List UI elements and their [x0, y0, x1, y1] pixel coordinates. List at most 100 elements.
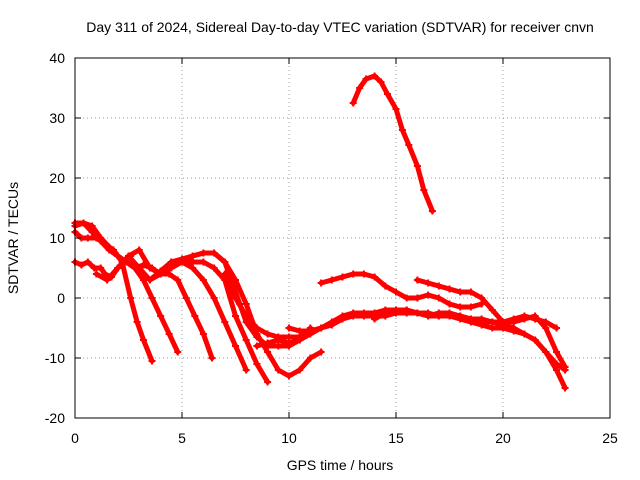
data-point — [133, 318, 141, 326]
data-point — [139, 276, 147, 284]
data-point — [371, 315, 379, 323]
data-point — [542, 348, 550, 356]
y-tick-label: 20 — [49, 170, 65, 186]
data-point — [531, 336, 539, 344]
data-point — [221, 318, 229, 326]
data-point — [167, 264, 175, 272]
series-track-13 — [349, 72, 436, 215]
data-point — [296, 366, 304, 374]
data-point — [114, 264, 122, 272]
data-point — [127, 294, 135, 302]
data-point — [561, 363, 569, 371]
data-point — [264, 378, 272, 386]
data-point — [221, 258, 229, 266]
data-point — [208, 354, 216, 362]
data-point — [392, 306, 400, 314]
data-point — [424, 312, 432, 320]
data-point — [510, 324, 518, 332]
x-tick-label: 20 — [495, 430, 511, 446]
data-point — [285, 372, 293, 380]
data-point — [328, 321, 336, 329]
data-point — [456, 288, 464, 296]
data-point — [90, 264, 98, 272]
data-point — [221, 270, 229, 278]
data-point — [285, 339, 293, 347]
data-point — [446, 285, 453, 293]
data-point — [199, 330, 207, 338]
data-point — [362, 75, 370, 83]
data-point — [242, 300, 250, 308]
data-point — [274, 342, 282, 350]
data-point — [148, 357, 156, 365]
data-point — [274, 336, 282, 344]
data-point — [553, 366, 560, 374]
data-point — [242, 336, 250, 344]
data-point — [174, 276, 182, 284]
data-point — [105, 243, 113, 251]
data-point — [424, 291, 432, 299]
data-point — [242, 366, 250, 374]
data-point — [403, 306, 411, 314]
data-point — [478, 318, 486, 326]
data-point — [189, 252, 197, 260]
data-point — [253, 333, 261, 341]
data-point — [349, 312, 357, 320]
data-point — [349, 270, 357, 278]
data-point — [125, 252, 132, 260]
data-point — [356, 84, 364, 92]
data-point — [467, 303, 475, 311]
data-point — [135, 264, 143, 272]
data-point — [413, 162, 421, 170]
data-point — [199, 258, 207, 266]
y-tick-label: 0 — [57, 290, 65, 306]
data-point — [424, 279, 432, 287]
y-tick-label: 40 — [49, 50, 65, 66]
x-tick-label: 5 — [178, 430, 186, 446]
y-tick-label: -10 — [45, 350, 65, 366]
data-point — [413, 309, 421, 317]
data-point — [232, 342, 239, 350]
data-point — [253, 360, 261, 368]
data-point — [428, 207, 436, 215]
data-series — [71, 72, 569, 392]
data-point — [488, 306, 496, 314]
data-point — [328, 276, 336, 284]
data-point — [383, 90, 391, 98]
data-point — [253, 324, 261, 332]
data-point — [178, 258, 186, 266]
data-point — [191, 312, 199, 320]
data-point — [80, 219, 88, 227]
data-point — [392, 105, 400, 113]
data-point — [210, 249, 218, 257]
data-point — [542, 324, 550, 332]
data-point — [232, 312, 239, 320]
data-point — [488, 318, 496, 326]
data-point — [264, 330, 272, 338]
data-point — [264, 348, 272, 356]
data-point — [167, 258, 175, 266]
data-point — [435, 309, 443, 317]
data-point — [285, 333, 293, 341]
data-point — [553, 324, 560, 332]
data-point — [182, 294, 190, 302]
data-point — [77, 261, 85, 269]
data-point — [103, 276, 111, 284]
data-point — [392, 288, 400, 296]
data-point — [446, 300, 453, 308]
data-point — [139, 336, 147, 344]
data-point — [157, 267, 165, 275]
data-point — [84, 258, 92, 266]
data-point — [371, 273, 379, 281]
data-point — [405, 141, 413, 149]
data-point — [242, 312, 250, 320]
data-point — [174, 348, 182, 356]
y-tick-label: 10 — [49, 230, 65, 246]
data-point — [199, 276, 207, 284]
data-point — [435, 282, 443, 290]
data-point — [84, 234, 92, 242]
data-point — [165, 330, 173, 338]
data-point — [148, 294, 156, 302]
data-point — [97, 234, 105, 242]
data-point — [253, 342, 261, 350]
chart-title: Day 311 of 2024, Sidereal Day-to-day VTE… — [86, 19, 594, 35]
